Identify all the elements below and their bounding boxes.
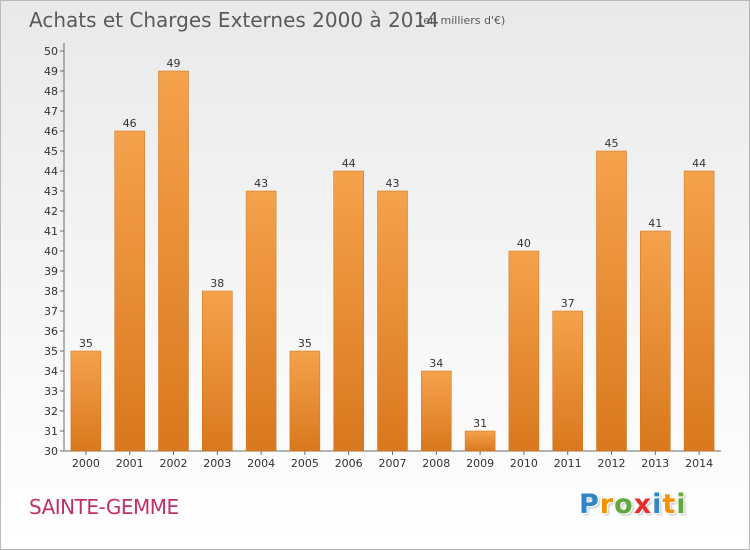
bar xyxy=(70,350,102,452)
x-tick-label: 2009 xyxy=(466,457,494,470)
x-tick-label: 2012 xyxy=(598,457,626,470)
y-tick-label: 35 xyxy=(44,345,58,358)
data-label: 40 xyxy=(517,237,531,250)
y-tick-label: 40 xyxy=(44,245,58,258)
data-label: 49 xyxy=(167,57,181,70)
x-tick-label: 2002 xyxy=(160,457,188,470)
y-tick-label: 32 xyxy=(44,405,58,418)
x-tick-label: 2006 xyxy=(335,457,363,470)
bar xyxy=(421,370,452,452)
data-label: 43 xyxy=(386,177,400,190)
bar xyxy=(683,170,715,452)
x-tick-label: 2014 xyxy=(685,457,713,470)
data-label: 43 xyxy=(254,177,268,190)
y-tick-label: 39 xyxy=(44,265,58,278)
bar xyxy=(640,230,671,452)
logo-letter: i xyxy=(652,489,663,520)
bar xyxy=(158,70,189,452)
y-tick-label: 33 xyxy=(44,385,58,398)
y-tick-label: 42 xyxy=(44,205,58,218)
bar xyxy=(202,290,233,452)
data-label: 35 xyxy=(79,337,93,350)
y-tick-label: 36 xyxy=(44,325,58,338)
data-label: 37 xyxy=(561,297,575,310)
y-tick-label: 41 xyxy=(44,225,58,238)
x-tick-label: 2010 xyxy=(510,457,538,470)
x-tick-label: 2005 xyxy=(291,457,319,470)
data-label: 45 xyxy=(605,137,619,150)
chart-subtitle: (en milliers d'€) xyxy=(419,14,506,27)
data-label: 44 xyxy=(342,157,356,170)
x-tick-label: 2013 xyxy=(641,457,669,470)
bar xyxy=(552,310,583,452)
data-label: 44 xyxy=(692,157,706,170)
logo-letter: x xyxy=(633,489,653,520)
x-tick-label: 2008 xyxy=(422,457,450,470)
x-tick-label: 2000 xyxy=(72,457,100,470)
data-label: 35 xyxy=(298,337,312,350)
data-label: 46 xyxy=(123,117,137,130)
y-tick-label: 48 xyxy=(44,85,58,98)
bar xyxy=(333,170,364,452)
x-tick-label: 2003 xyxy=(203,457,231,470)
x-tick-label: 2001 xyxy=(116,457,144,470)
y-tick-label: 49 xyxy=(44,65,58,78)
data-labels: 35 46 49 38 43 35 44 43 34 31 40 37 45 41 44 xyxy=(79,57,706,430)
bar xyxy=(289,350,321,452)
y-tick-label: 37 xyxy=(44,305,58,318)
bar xyxy=(464,430,496,452)
y-tick-label: 31 xyxy=(44,425,58,438)
y-tick-label: 50 xyxy=(44,45,58,58)
data-label: 41 xyxy=(648,217,662,230)
logo-letter: i xyxy=(676,489,687,520)
chart-title: Achats et Charges Externes 2000 à 2014 xyxy=(29,8,439,32)
data-label: 31 xyxy=(473,417,487,430)
y-tick-label: 34 xyxy=(44,365,58,378)
y-axis: 30 31 32 33 34 35 36 37 38 39 40 41 42 43 44 45 46 47 48 49… xyxy=(44,43,65,458)
data-label: 34 xyxy=(429,357,443,370)
data-label: 38 xyxy=(210,277,224,290)
y-tick-label: 46 xyxy=(44,125,58,138)
logo-letter: P xyxy=(579,489,600,520)
y-tick-label: 43 xyxy=(44,185,58,198)
y-tick-label: 38 xyxy=(44,285,58,298)
logo-letter: o xyxy=(614,489,634,520)
bar xyxy=(596,150,627,452)
logo-letter: r xyxy=(599,489,615,520)
proxiti-logo: Proxiti xyxy=(579,489,687,520)
bar xyxy=(508,250,540,452)
y-tick-label: 30 xyxy=(44,445,58,458)
commune-name: SAINTE-GEMME xyxy=(29,495,179,519)
x-tick-label: 2007 xyxy=(379,457,407,470)
x-tick-label: 2011 xyxy=(554,457,582,470)
bar xyxy=(114,130,145,452)
y-tick-label: 47 xyxy=(44,105,58,118)
bar xyxy=(245,190,277,452)
bar xyxy=(377,190,408,452)
logo-letter: t xyxy=(662,489,677,520)
x-axis: 2000 2001 2002 2003 2004 2005 2006 2007 2008 2009… xyxy=(64,450,721,470)
bars xyxy=(70,70,715,452)
y-tick-label: 45 xyxy=(44,145,58,158)
y-tick-label: 44 xyxy=(44,165,58,178)
x-tick-label: 2004 xyxy=(247,457,275,470)
